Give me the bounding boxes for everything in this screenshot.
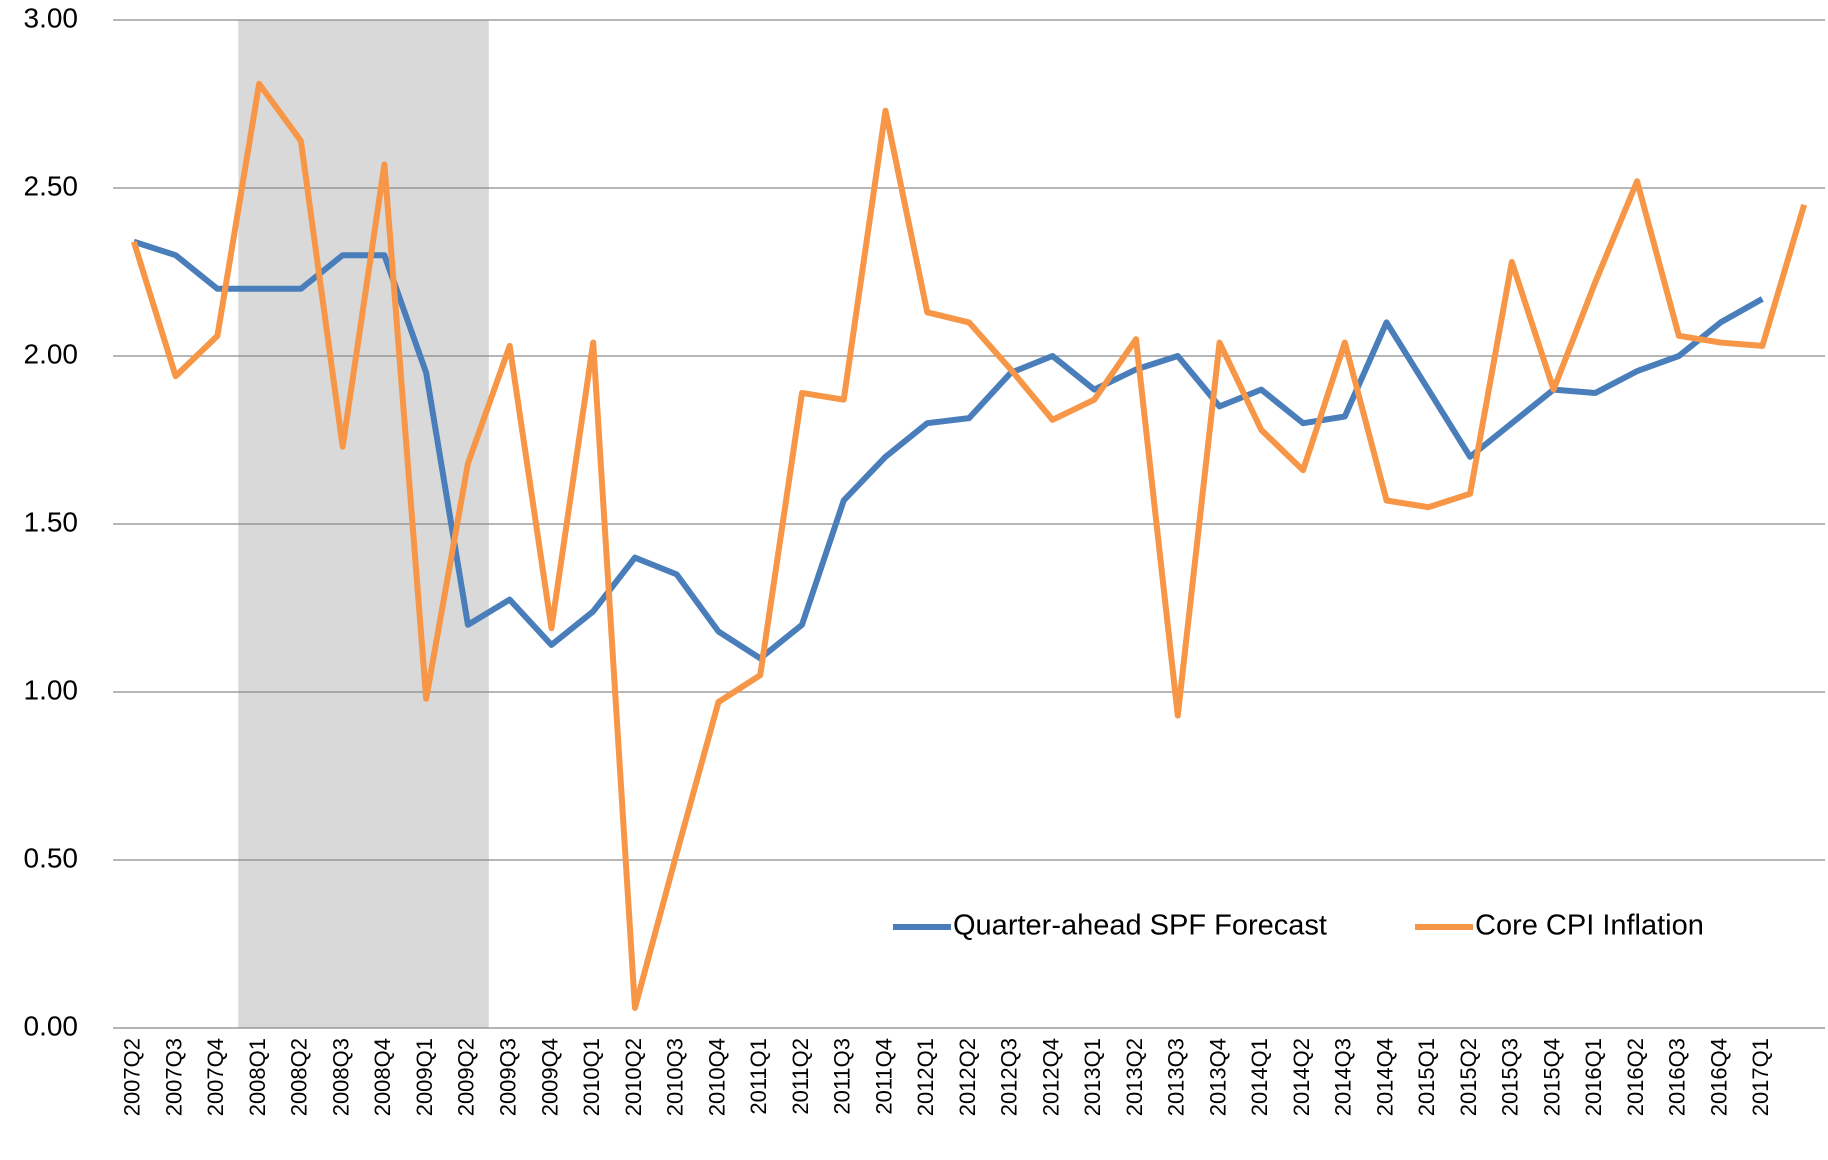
x-tick-label: 2014Q2: [1289, 1038, 1314, 1116]
x-tick-label: 2013Q2: [1122, 1038, 1147, 1116]
y-tick-label: 0.00: [24, 1010, 79, 1041]
x-tick-label: 2016Q1: [1581, 1038, 1606, 1116]
x-tick-label: 2014Q1: [1247, 1038, 1272, 1116]
x-tick-label: 2011Q1: [746, 1038, 771, 1115]
x-tick-label: 2007Q2: [120, 1038, 145, 1116]
x-tick-label: 2008Q3: [328, 1038, 353, 1116]
x-tick-label: 2013Q1: [1080, 1038, 1105, 1116]
data-line: [131, 80, 1807, 1011]
x-tick-label: 2012Q1: [913, 1038, 938, 1116]
x-tick-label: 2013Q3: [1164, 1038, 1189, 1116]
x-tick-label: 2008Q2: [287, 1038, 312, 1116]
x-tick-label: 2012Q4: [1038, 1038, 1063, 1116]
x-tick-label: 2014Q4: [1372, 1038, 1397, 1116]
x-tick-label: 2010Q4: [704, 1038, 729, 1116]
x-tick-label: 2016Q3: [1665, 1038, 1690, 1116]
x-tick-label: 2010Q1: [579, 1038, 604, 1116]
x-tick-label: 2015Q2: [1456, 1038, 1481, 1116]
x-tick-label: 2015Q3: [1498, 1038, 1523, 1116]
x-tick-label: 2011Q2: [788, 1038, 813, 1115]
x-tick-label: 2016Q4: [1706, 1038, 1731, 1116]
x-tick-label: 2009Q2: [454, 1038, 479, 1116]
y-tick-label: 0.50: [24, 842, 79, 873]
x-tick-label: 2010Q2: [621, 1038, 646, 1116]
x-tick-label: 2009Q4: [537, 1038, 562, 1116]
x-tick-label: 2015Q1: [1414, 1038, 1439, 1116]
y-tick-label: 1.50: [24, 506, 79, 537]
y-tick-label: 2.50: [24, 170, 79, 201]
x-tick-label: 2009Q3: [495, 1038, 520, 1116]
x-tick-label: 2017Q1: [1748, 1038, 1773, 1116]
x-tick-label: 2012Q2: [955, 1038, 980, 1116]
x-tick-label: 2010Q3: [663, 1038, 688, 1116]
legend-label: Quarter-ahead SPF Forecast: [953, 910, 1327, 942]
x-tick-label: 2011Q4: [871, 1038, 896, 1115]
x-tick-label: 2007Q3: [161, 1038, 186, 1116]
x-tick-label: 2007Q4: [203, 1038, 228, 1116]
x-tick-label: 2011Q3: [830, 1038, 855, 1115]
x-tick-label: 2016Q2: [1623, 1038, 1648, 1116]
x-tick-label: 2008Q1: [245, 1038, 270, 1116]
y-tick-label: 3.00: [24, 2, 79, 33]
x-tick-label: 2015Q4: [1539, 1038, 1564, 1116]
x-tick-label: 2008Q4: [370, 1038, 395, 1116]
legend-label: Core CPI Inflation: [1475, 910, 1704, 942]
y-tick-label: 1.00: [24, 674, 79, 705]
x-tick-label: 2013Q4: [1205, 1038, 1230, 1116]
x-tick-label: 2014Q3: [1331, 1038, 1356, 1116]
y-tick-label: 2.00: [24, 338, 79, 369]
x-tick-label: 2012Q3: [997, 1038, 1022, 1116]
x-tick-label: 2009Q1: [412, 1038, 437, 1116]
data-line: [132, 238, 1764, 662]
